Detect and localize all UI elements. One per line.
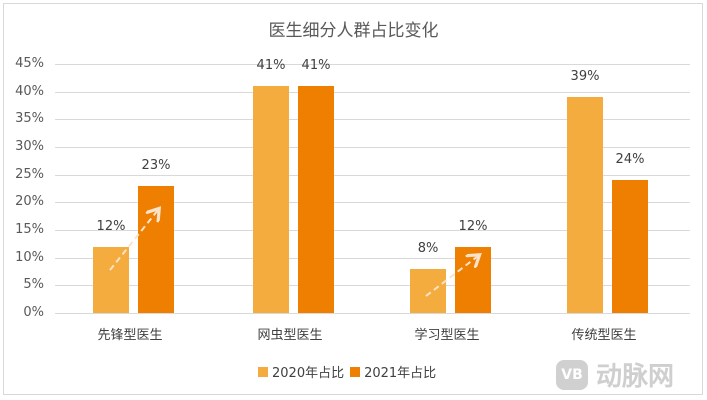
gridline (55, 202, 690, 204)
gridline (55, 230, 690, 231)
y-tick-label: 20% (15, 194, 44, 210)
y-tick-label: 25% (15, 166, 44, 182)
data-label: 12% (458, 218, 488, 234)
trend-arrow-icon (425, 256, 478, 297)
bar-2021 (612, 180, 648, 313)
data-label: 39% (570, 69, 600, 85)
trend-arrow-icon (109, 210, 158, 271)
bar-2020 (253, 86, 289, 313)
x-category-label: 网虫型医生 (257, 328, 323, 343)
data-label: 12% (96, 218, 126, 234)
gridline (55, 119, 690, 121)
legend-label-2020: 2020年占比 (272, 366, 345, 381)
gridline (55, 257, 690, 259)
x-category-label: 先锋型医生 (97, 328, 163, 343)
y-tick-label: 5% (23, 277, 44, 293)
data-label: 41% (301, 58, 331, 74)
data-label: 41% (256, 58, 286, 74)
y-tick-label: 45% (15, 56, 44, 71)
y-tick-label: 30% (15, 139, 44, 154)
data-label: 24% (615, 152, 645, 168)
y-tick-label: 10% (15, 249, 44, 265)
vb-logo-icon: VB (556, 359, 588, 390)
gridline (55, 285, 690, 287)
legend: 2020年占比 2021年占比 (254, 362, 436, 381)
data-label: 23% (141, 157, 171, 173)
y-tick-label: 40% (15, 83, 44, 99)
bar-2020 (567, 97, 603, 313)
x-category-label: 传统型医生 (571, 328, 637, 343)
gridline (55, 91, 690, 93)
legend-label-2021: 2021年占比 (364, 366, 437, 381)
gridline (55, 147, 690, 148)
gridline (55, 64, 690, 65)
y-tick-label: 0% (23, 305, 44, 320)
bar-2020 (93, 246, 129, 313)
chart-frame (3, 3, 703, 395)
legend-swatch-2021 (350, 366, 361, 377)
bar-2021 (298, 86, 334, 313)
watermark-text: 动脉网 (596, 362, 675, 392)
bar-2020 (410, 268, 446, 313)
y-tick-label: 15% (15, 222, 44, 237)
gridline (55, 313, 690, 314)
data-label: 8% (417, 240, 439, 256)
y-tick-label: 35% (15, 111, 44, 127)
watermark: VB 动脉网 (556, 356, 674, 393)
x-category-label: 学习型医生 (414, 328, 480, 343)
legend-swatch-2020 (258, 366, 268, 377)
chart-title: 医生细分人群占比变化 (268, 21, 439, 41)
gridline (55, 174, 690, 176)
